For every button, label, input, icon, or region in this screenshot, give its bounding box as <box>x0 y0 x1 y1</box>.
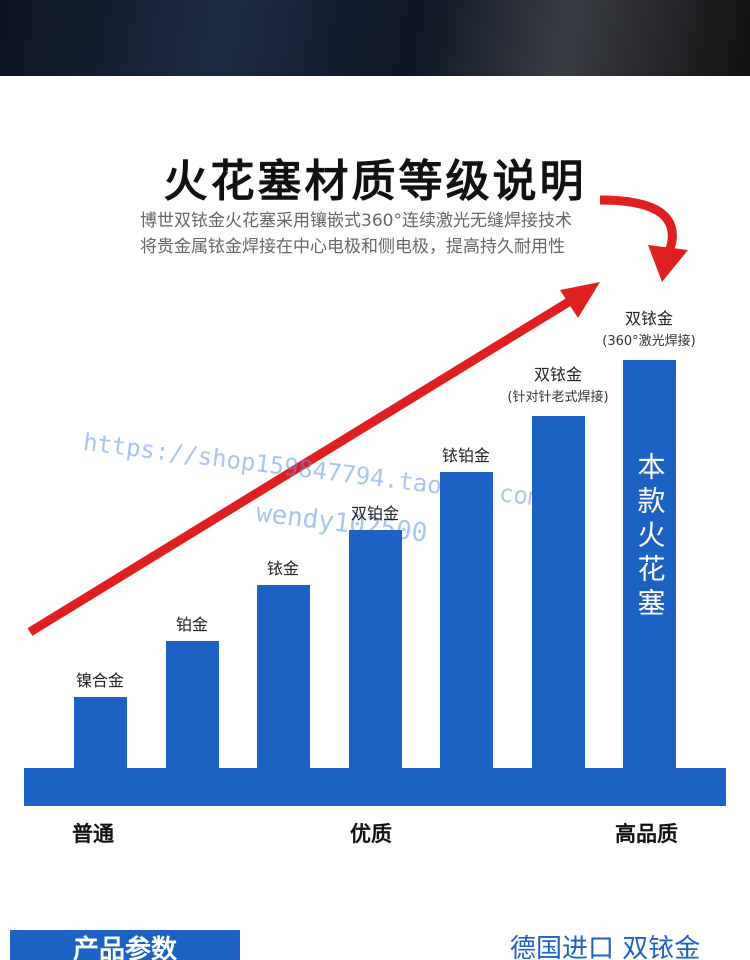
bar-label: 铂金 <box>175 615 208 634</box>
bar-label: 铱金 <box>266 559 299 578</box>
bar <box>623 360 676 768</box>
bar-note: (针对针老式焊接) <box>507 390 609 405</box>
bar <box>440 472 493 768</box>
bar <box>166 641 219 768</box>
footer-text: 德国进口 双铱金 <box>510 934 701 960</box>
bar-inner-text: 本款火花塞 <box>633 452 667 622</box>
bar <box>349 530 402 768</box>
bar-label: 铱铂金 <box>441 446 490 465</box>
description: 将贵金属铱金焊接在中心电极和侧电极，提高持久耐用性 <box>140 237 565 257</box>
axis-label: 优质 <box>350 822 392 846</box>
base-band <box>24 768 726 806</box>
description: 博世双铱金火花塞采用镶嵌式360°连续激光无缝焊接技术 <box>140 211 572 231</box>
bar <box>257 585 310 768</box>
section-tag: 产品参数 <box>10 930 240 960</box>
hero-image <box>0 0 750 76</box>
bar <box>74 697 127 768</box>
bar-label: 双铂金 <box>350 504 399 523</box>
axis-label: 高品质 <box>615 822 678 846</box>
title: 火花塞材质等级说明 <box>163 156 587 207</box>
axis-label: 普通 <box>72 822 114 846</box>
bar <box>532 416 585 768</box>
bar-label: 双铱金 <box>624 309 673 328</box>
bar-label: 双铱金 <box>533 365 582 384</box>
bar-note: (360°激光焊接) <box>602 334 696 349</box>
bar-label: 镍合金 <box>75 671 124 690</box>
